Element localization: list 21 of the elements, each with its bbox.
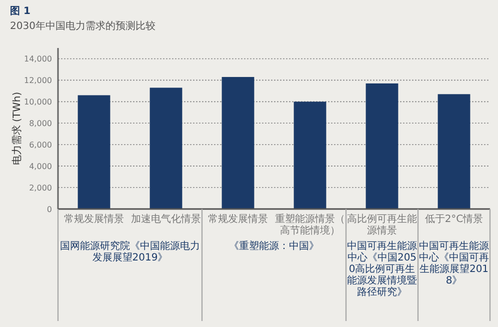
x-tick-label: 高比例可再生能源情景 (347, 213, 417, 236)
text: 中国可再生能源中心《中国2050高比例可再生能源发展情境暨路径研究》 (347, 240, 417, 298)
y-tick-label: 4,000 (29, 162, 52, 171)
x-tick-label: 常规发展情景 (208, 213, 268, 225)
y-axis-title: 电力需求 (TWh) (11, 92, 23, 166)
text: 国网能源研究院《中国能源电力发展展望2019》 (60, 240, 200, 264)
x-tick-label: 重塑能源情景（高节能情境） (275, 213, 345, 236)
y-tick-label: 14,000 (24, 54, 52, 64)
chart-title: 图 1 (10, 6, 30, 17)
y-tick-label: 2,000 (29, 183, 52, 192)
y-tick-label: 10,000 (24, 97, 52, 106)
y-tick-label: 0 (46, 204, 52, 214)
y-tick-label: 6,000 (29, 140, 52, 150)
x-tick-label: 低于2°C情景 (424, 213, 484, 225)
y-tick-label: 8,000 (29, 118, 52, 128)
x-tick-label: 常规发展情景 (64, 213, 124, 225)
text: 中国可再生能源中心《中国可再生能源展望2018》 (419, 240, 489, 286)
y-tick-label: 12,000 (24, 76, 52, 85)
chart-subtitle: 2030年中国电力需求的预测比较 (10, 20, 156, 32)
text: 《重塑能源：中国》 (229, 240, 319, 252)
x-tick-label: 加速电气化情景 (131, 213, 201, 225)
